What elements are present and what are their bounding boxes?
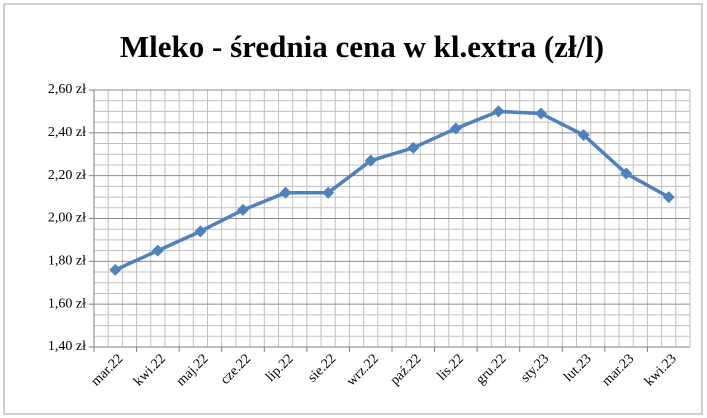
- y-tick-label: 2,60 zł: [48, 82, 86, 97]
- point: [535, 107, 547, 120]
- point: [620, 167, 633, 180]
- point: [237, 203, 249, 216]
- y-tick-label: 2,20 zł: [48, 168, 86, 183]
- point: [364, 154, 377, 167]
- point: [662, 191, 675, 204]
- point: [279, 186, 292, 199]
- point: [322, 186, 335, 199]
- point: [407, 141, 420, 154]
- point: [109, 263, 122, 276]
- point: [449, 122, 462, 135]
- point: [194, 225, 207, 238]
- chart-frame: [3, 3, 703, 415]
- y-tick-label: 2,00 zł: [48, 211, 86, 226]
- y-tick-label: 1,40 zł: [48, 339, 86, 354]
- point: [577, 128, 590, 141]
- y-tick-label: 1,60 zł: [48, 296, 86, 311]
- point: [151, 244, 164, 257]
- chart-title: Mleko - średnia cena w kl.extra (zł/l): [120, 29, 604, 64]
- y-tick-label: 2,40 zł: [48, 125, 86, 140]
- point: [492, 105, 505, 118]
- y-tick-label: 1,80 zł: [48, 254, 86, 269]
- line: [114, 109, 670, 272]
